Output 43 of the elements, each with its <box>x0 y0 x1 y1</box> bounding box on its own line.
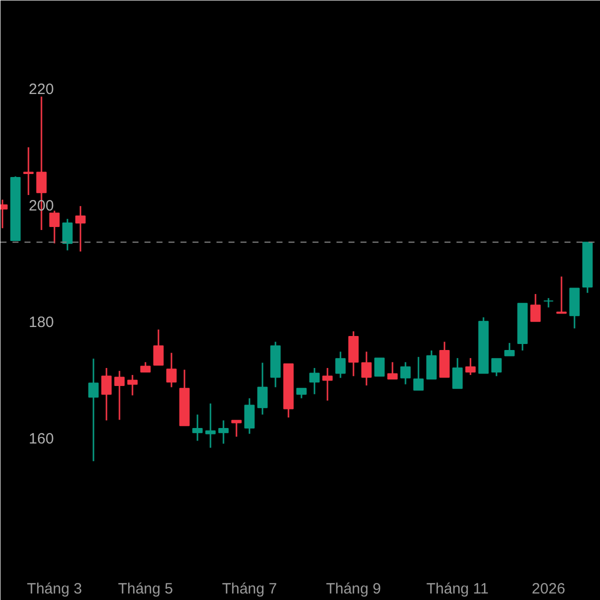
x-tick-label: Tháng 11 <box>426 580 489 598</box>
x-tick-label: 2026 <box>532 580 566 598</box>
candlestick <box>23 146 34 196</box>
candlestick <box>49 210 60 244</box>
candlestick <box>335 350 346 379</box>
candlestick <box>140 361 151 373</box>
candlestick <box>361 350 372 386</box>
candlestick <box>296 388 307 400</box>
candlestick <box>62 218 73 252</box>
x-tick-label: Tháng 5 <box>118 580 173 598</box>
candlestick <box>192 414 203 442</box>
candlestick <box>530 293 541 322</box>
candlestick <box>153 328 164 366</box>
candlestick <box>244 398 255 435</box>
y-tick-label: 220 <box>28 80 54 98</box>
candlestick <box>257 362 268 416</box>
candlestick <box>387 361 398 380</box>
candlestick <box>75 205 86 252</box>
candlestick <box>205 402 216 449</box>
candlestick <box>374 358 385 377</box>
y-tick-label: 160 <box>28 430 54 448</box>
candlestick <box>465 357 476 376</box>
candlestick <box>413 356 424 391</box>
candlestick <box>309 367 320 395</box>
candlestick <box>101 367 112 422</box>
candlestick <box>114 370 125 421</box>
x-tick-label: Tháng 3 <box>26 580 82 598</box>
candlestick <box>218 420 229 444</box>
candlestick <box>88 358 99 462</box>
candlestick <box>504 342 515 357</box>
candlestick <box>322 367 333 402</box>
candlestick <box>400 361 411 386</box>
candlestick <box>556 276 567 314</box>
x-tick-label: Tháng 9 <box>326 580 382 598</box>
candlestick <box>543 297 554 308</box>
candlestick <box>491 358 502 377</box>
x-tick-label: Tháng 7 <box>222 580 277 598</box>
candlestick <box>231 420 242 438</box>
candlestick <box>426 350 437 380</box>
candlestick <box>452 357 463 390</box>
y-tick-label: 180 <box>28 314 54 331</box>
candlestick <box>166 352 177 388</box>
candlestick <box>127 374 138 396</box>
